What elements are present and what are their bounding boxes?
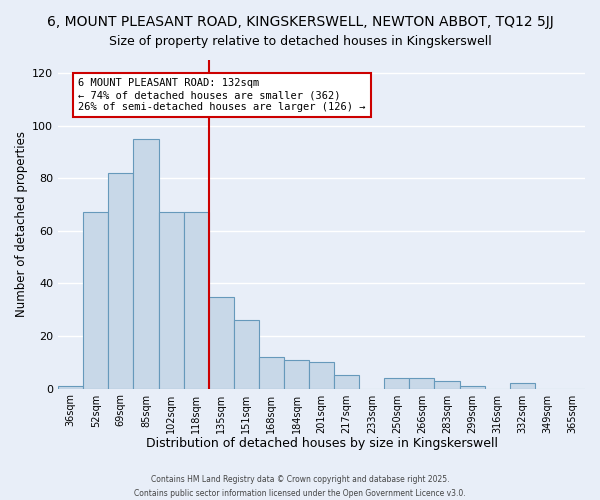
Bar [309, 362, 334, 388]
Bar [184, 212, 209, 388]
Text: Size of property relative to detached houses in Kingskerswell: Size of property relative to detached ho… [109, 35, 491, 48]
Bar [109, 173, 133, 388]
Bar [259, 357, 284, 388]
Bar [334, 376, 359, 388]
Bar [158, 212, 184, 388]
Bar [510, 384, 535, 388]
Bar [83, 212, 109, 388]
Text: 6, MOUNT PLEASANT ROAD, KINGSKERSWELL, NEWTON ABBOT, TQ12 5JJ: 6, MOUNT PLEASANT ROAD, KINGSKERSWELL, N… [47, 15, 553, 29]
X-axis label: Distribution of detached houses by size in Kingskerswell: Distribution of detached houses by size … [146, 437, 497, 450]
Bar [409, 378, 434, 388]
Bar [460, 386, 485, 388]
Bar [209, 296, 234, 388]
Y-axis label: Number of detached properties: Number of detached properties [15, 132, 28, 318]
Bar [58, 386, 83, 388]
Bar [133, 139, 158, 388]
Text: 6 MOUNT PLEASANT ROAD: 132sqm
← 74% of detached houses are smaller (362)
26% of : 6 MOUNT PLEASANT ROAD: 132sqm ← 74% of d… [78, 78, 366, 112]
Text: Contains HM Land Registry data © Crown copyright and database right 2025.
Contai: Contains HM Land Registry data © Crown c… [134, 476, 466, 498]
Bar [384, 378, 409, 388]
Bar [434, 380, 460, 388]
Bar [284, 360, 309, 388]
Bar [234, 320, 259, 388]
